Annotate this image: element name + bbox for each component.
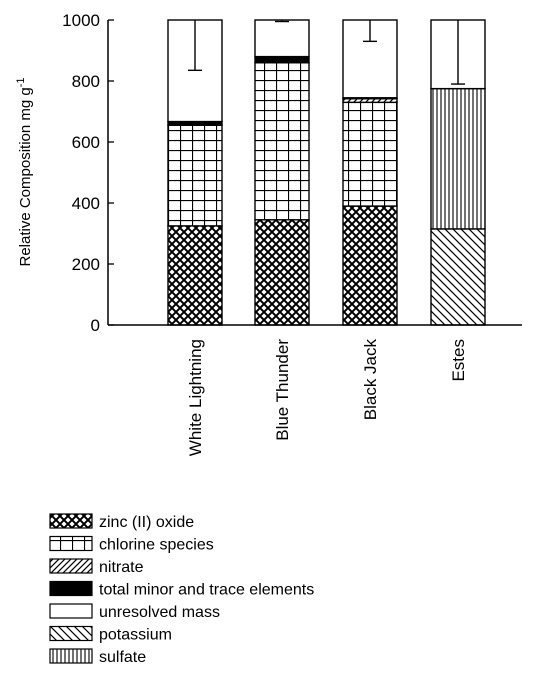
legend-label-potassium: potassium bbox=[99, 627, 172, 644]
bar-segment-black-jack-chlorine-species bbox=[342, 101, 398, 207]
x-tick-label-black-jack: Black Jack bbox=[361, 339, 380, 421]
legend-swatch-total-minor-and-trace-elements bbox=[49, 580, 93, 597]
plot-area: White Lightning Blue Thunder Black Jack Est… bbox=[62, 11, 522, 456]
legend-label-sulfate: sulfate bbox=[99, 649, 146, 666]
y-axis-title-superscript: -1 bbox=[15, 77, 27, 87]
legend-swatch-zinc-ii-oxide bbox=[49, 513, 93, 529]
bar-segment-estes-potassium bbox=[430, 228, 486, 326]
bar-segment-estes-sulfate bbox=[430, 87, 486, 230]
bar-segment-white-lightning-chlorine-species bbox=[167, 124, 223, 227]
bar-segment-blue-thunder-zinc-ii-oxide bbox=[254, 219, 310, 326]
y-tick-label-200: 200 bbox=[72, 255, 100, 274]
y-tick-label-800: 800 bbox=[72, 72, 100, 91]
bar-segment-blue-thunder-chlorine-species bbox=[254, 62, 310, 221]
legend: zinc (II) oxide chlorine species nitrate to… bbox=[49, 513, 314, 666]
y-tick-label-400: 400 bbox=[72, 194, 100, 213]
legend-label-chlorine-species: chlorine species bbox=[99, 537, 214, 554]
bar-segment-black-jack-zinc-ii-oxide bbox=[342, 205, 398, 326]
legend-label-zinc-ii-oxide: zinc (II) oxide bbox=[99, 514, 194, 531]
legend-label-unresolved-mass: unresolved mass bbox=[99, 604, 220, 621]
y-tick-label-0: 0 bbox=[91, 316, 100, 335]
x-tick-label-blue-thunder: Blue Thunder bbox=[273, 339, 292, 441]
legend-label-total-minor-and-trace-elements: total minor and trace elements bbox=[99, 582, 314, 599]
bar-segment-blue-thunder-total-minor-and-trace-elements bbox=[254, 55, 310, 64]
bar-segment-blue-thunder-unresolved-mass bbox=[254, 19, 310, 58]
bar-segment-white-lightning-zinc-ii-oxide bbox=[167, 225, 223, 326]
x-tick-label-estes: Estes bbox=[449, 339, 468, 382]
y-tick-label-600: 600 bbox=[72, 133, 100, 152]
legend-swatch-sulfate bbox=[49, 648, 93, 664]
legend-swatch-unresolved-mass bbox=[49, 603, 93, 619]
y-tick-label-1000: 1000 bbox=[62, 11, 100, 30]
legend-swatch-chlorine-species bbox=[49, 535, 93, 552]
legend-swatch-potassium bbox=[49, 625, 93, 642]
y-axis-title-main: Relative Composition mg g bbox=[17, 87, 34, 266]
legend-swatch-nitrate bbox=[49, 558, 93, 574]
x-tick-label-white-lightning: White Lightning bbox=[186, 339, 205, 456]
legend-label-nitrate: nitrate bbox=[99, 559, 144, 576]
y-axis-title: Relative Composition mg g-1 bbox=[15, 77, 34, 266]
